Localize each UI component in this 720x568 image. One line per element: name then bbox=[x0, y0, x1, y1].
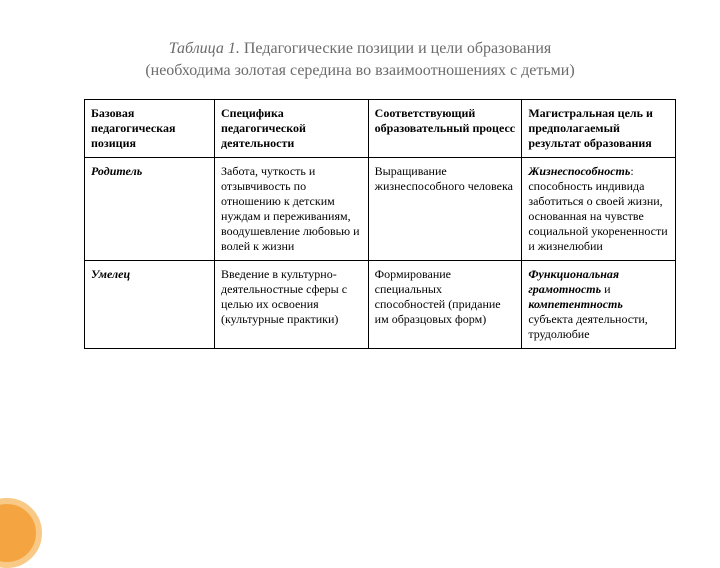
row1-col4: Жизнеспособность: способность индивида з… bbox=[522, 158, 676, 261]
row-label-2: Умелец bbox=[85, 261, 215, 349]
row-label-1: Родитель bbox=[85, 158, 215, 261]
row2-col2: Введение в культурно-деятельностные сфер… bbox=[215, 261, 369, 349]
title-prefix: Таблица 1. bbox=[169, 40, 240, 57]
title-main: Педагогические позиции и цели образовани… bbox=[240, 40, 551, 57]
row1-col3: Выращивание жизнеспособного человека bbox=[368, 158, 522, 261]
row2-col4: Функциональная грамотность и компетентно… bbox=[522, 261, 676, 349]
accent-circle-icon bbox=[0, 498, 42, 568]
col-header-4: Магистральная цель и предполагаемый резу… bbox=[522, 100, 676, 158]
row2-col4-rest: субъекта деятельности, трудолюбие bbox=[528, 312, 647, 341]
title-sub: (необходима золотая середина во взаимоот… bbox=[60, 60, 660, 82]
title-line-1: Таблица 1. Педагогические позиции и цели… bbox=[60, 38, 660, 60]
title-block: Таблица 1. Педагогические позиции и цели… bbox=[0, 0, 720, 99]
row1-col2: Забота, чуткость и отзывчивость по отнош… bbox=[215, 158, 369, 261]
table-header-row: Базовая педагогическая позиция Специфика… bbox=[85, 100, 676, 158]
row2-col4-term2: компетентность bbox=[528, 297, 623, 311]
pedagogy-table: Базовая педагогическая позиция Специфика… bbox=[84, 99, 676, 349]
row2-col4-mid: и bbox=[601, 282, 610, 296]
table-row: Родитель Забота, чуткость и отзывчивость… bbox=[85, 158, 676, 261]
row2-col3: Формирование специальных способностей (п… bbox=[368, 261, 522, 349]
col-header-1: Базовая педагогическая позиция bbox=[85, 100, 215, 158]
table-container: Базовая педагогическая позиция Специфика… bbox=[0, 99, 720, 349]
col-header-2: Специфика педагогической деятельности bbox=[215, 100, 369, 158]
col-header-3: Соответствующий образовательный процесс bbox=[368, 100, 522, 158]
table-row: Умелец Введение в культурно-деятельностн… bbox=[85, 261, 676, 349]
row1-col4-term: Жизнеспособность bbox=[528, 164, 630, 178]
